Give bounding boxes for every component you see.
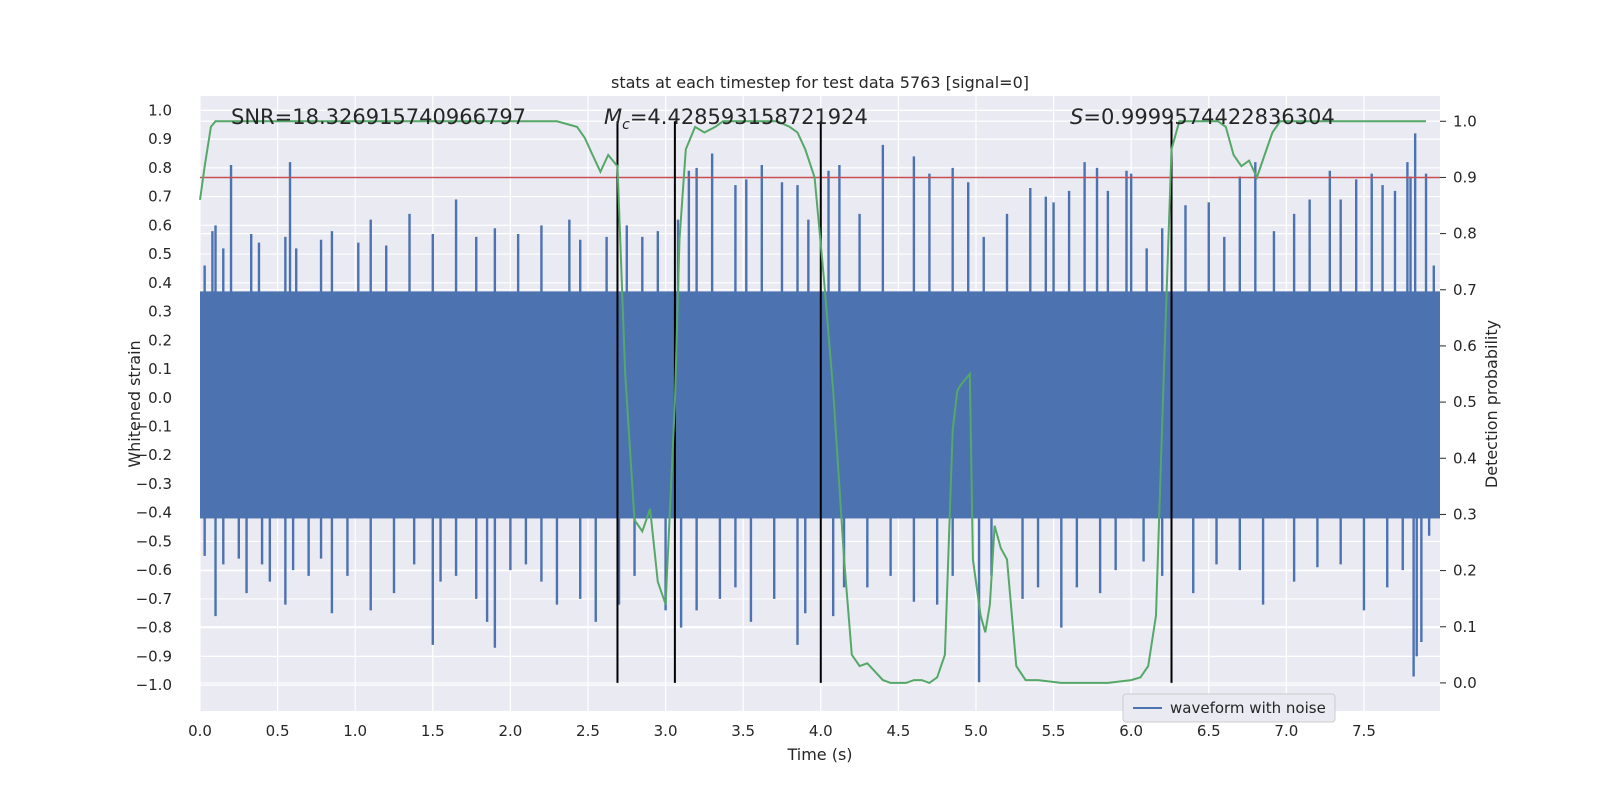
chirp-mass-subscript: c — [622, 117, 630, 133]
y-tick-label: 0.8 — [148, 159, 172, 177]
x-tick-label: 3.5 — [731, 722, 755, 740]
y-tick-label: −0.5 — [136, 532, 172, 550]
snr-annotation: SNR=18.326915740966797 — [231, 105, 526, 129]
x-tick-label: 1.0 — [343, 722, 367, 740]
legend: waveform with noise — [1122, 693, 1336, 723]
y-tick-label: 0.0 — [148, 389, 172, 407]
y-tick-label: 0.9 — [148, 130, 172, 148]
score-symbol: S — [1070, 105, 1083, 129]
y2-axis-label: Detection probability — [1482, 320, 1501, 488]
x-tick-label: 7.0 — [1274, 722, 1298, 740]
x-tick-label: 2.0 — [498, 722, 522, 740]
y2-tick-label: 0.8 — [1453, 225, 1477, 243]
y-tick-label: 0.1 — [148, 360, 172, 378]
y-ticks: 1.0 0.9 0.8 0.7 0.6 0.5 0.4 0.3 0.2 0.1 0.0 −0.1 −0.… — [136, 101, 172, 694]
score-value: =0.9999574422836304 — [1083, 105, 1334, 129]
y-tick-label: −0.2 — [136, 446, 172, 464]
x-tick-label: 6.0 — [1119, 722, 1143, 740]
y2-tick-label: 0.0 — [1453, 674, 1477, 692]
score-annotation: S=0.9999574422836304 — [1070, 105, 1335, 129]
y-tick-label: 1.0 — [148, 101, 172, 119]
probability-series — [199, 120, 1426, 685]
y2-tick-label: 0.2 — [1453, 562, 1477, 580]
chirp-mass-value: =4.428593158721924 — [630, 105, 868, 129]
x-axis-label: Time (s) — [786, 745, 852, 764]
chart-title: stats at each timestep for test data 576… — [611, 73, 1029, 92]
y2-ticks: 1.0 0.9 0.8 0.7 0.6 0.5 0.4 0.3 0.2 0.1 0.0 — [1440, 112, 1477, 692]
y-tick-label: 0.6 — [148, 216, 172, 234]
probability-line — [199, 120, 1426, 685]
x-tick-label: 4.0 — [809, 722, 833, 740]
y-tick-label: 0.5 — [148, 245, 172, 263]
x-tick-label: 6.5 — [1197, 722, 1221, 740]
x-tick-label: 7.5 — [1352, 722, 1376, 740]
y-tick-label: 0.7 — [148, 188, 172, 206]
chirp-mass-annotation: Mc=4.428593158721924 — [604, 105, 868, 133]
y-axis-label: Whitened strain — [125, 340, 144, 467]
y-tick-label: −0.6 — [136, 561, 172, 579]
y2-tick-label: 0.9 — [1453, 168, 1477, 186]
y2-tick-label: 0.5 — [1453, 393, 1477, 411]
x-tick-label: 2.5 — [576, 722, 600, 740]
x-tick-label: 5.0 — [964, 722, 988, 740]
y-tick-label: 0.2 — [148, 331, 172, 349]
x-tick-label: 4.5 — [886, 722, 910, 740]
x-tick-label: 3.0 — [654, 722, 678, 740]
y-tick-label: −0.8 — [136, 619, 172, 637]
x-tick-label: 0.5 — [266, 722, 290, 740]
y-tick-label: −0.4 — [136, 504, 172, 522]
y2-tick-label: 0.7 — [1453, 281, 1477, 299]
x-tick-label: 1.5 — [421, 722, 445, 740]
x-tick-label: 5.5 — [1042, 722, 1066, 740]
legend-box — [1122, 693, 1336, 723]
y2-tick-label: 0.3 — [1453, 505, 1477, 523]
y-tick-label: −0.3 — [136, 475, 172, 493]
y-tick-label: −0.7 — [136, 590, 172, 608]
y-tick-label: −1.0 — [136, 676, 172, 694]
y2-tick-label: 0.1 — [1453, 618, 1477, 636]
y2-tick-label: 0.6 — [1453, 337, 1477, 355]
x-ticks: 0.0 0.5 1.0 1.5 2.0 2.5 3.0 3.5 4.0 4.5 5.0 5.5 6.0 6… — [188, 722, 1376, 740]
y-tick-label: −0.1 — [136, 417, 172, 435]
y2-tick-label: 0.4 — [1453, 449, 1477, 467]
y-tick-label: 0.3 — [148, 303, 172, 321]
y-tick-label: 0.4 — [148, 274, 172, 292]
chirp-mass-symbol: M — [604, 105, 622, 129]
event-markers — [616, 121, 1173, 683]
legend-label: waveform with noise — [1170, 699, 1326, 717]
y-tick-label: −0.9 — [136, 647, 172, 665]
x-tick-label: 0.0 — [188, 722, 212, 740]
y2-tick-label: 1.0 — [1453, 112, 1477, 130]
